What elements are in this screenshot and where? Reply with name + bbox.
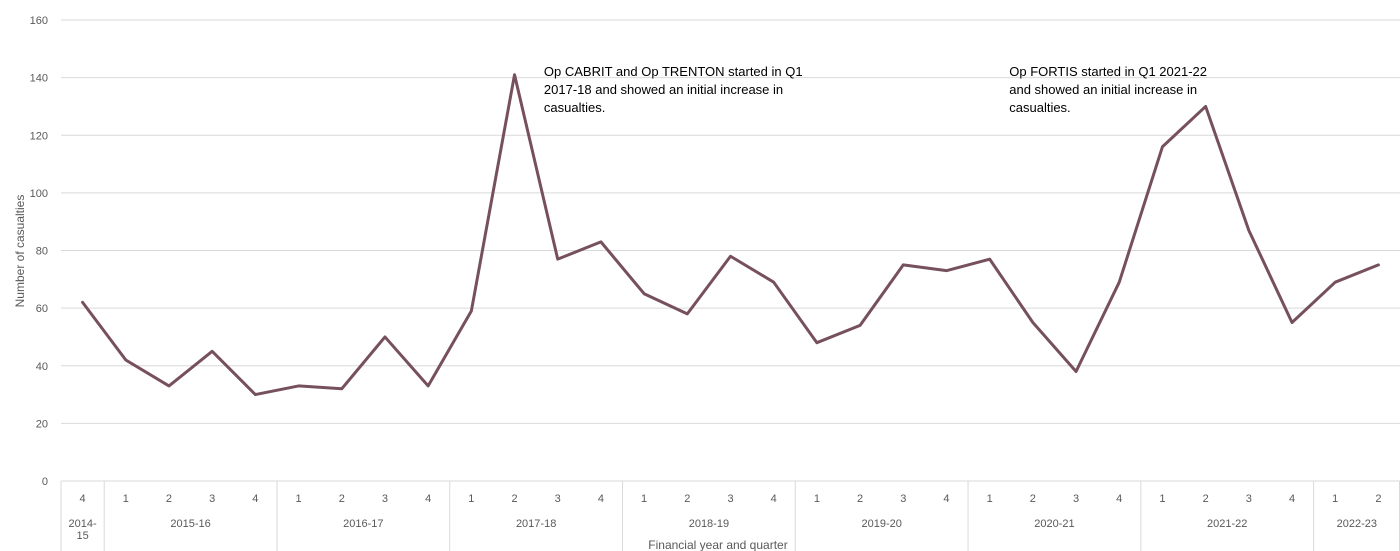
x-tick-label: 4 — [598, 493, 604, 505]
x-tick-label: 3 — [727, 493, 733, 505]
y-tick-label: 140 — [30, 73, 48, 85]
x-tick-label: 4 — [252, 493, 258, 505]
x-tick-label: 1 — [814, 493, 820, 505]
y-tick-label: 60 — [36, 303, 48, 315]
year-label: 2017-18 — [516, 518, 556, 530]
x-tick-label: 3 — [1246, 493, 1252, 505]
year-label: 2022-23 — [1337, 518, 1377, 530]
y-tick-label: 80 — [36, 246, 48, 258]
x-tick-label: 4 — [80, 493, 86, 505]
x-tick-label: 1 — [641, 493, 647, 505]
x-tick-label: 4 — [1116, 493, 1122, 505]
y-tick-label: 160 — [30, 15, 48, 27]
annotation: Op FORTIS started in Q1 2021-22 and showe… — [1009, 64, 1207, 115]
x-tick-label: 4 — [943, 493, 949, 505]
x-tick-label: 3 — [900, 493, 906, 505]
y-tick-label: 120 — [30, 130, 48, 142]
x-tick-label: 2 — [339, 493, 345, 505]
annotation-line: Op FORTIS started in Q1 2021-22 — [1009, 64, 1207, 79]
y-tick-label: 100 — [30, 188, 48, 200]
x-tick-label: 2 — [1375, 493, 1381, 505]
year-label: 2020-21 — [1034, 518, 1074, 530]
x-tick-label: 4 — [771, 493, 777, 505]
x-tick-label: 3 — [382, 493, 388, 505]
x-axis-title: Financial year and quarter — [648, 538, 787, 551]
x-tick-label: 4 — [1289, 493, 1295, 505]
x-tick-label: 1 — [123, 493, 129, 505]
x-tick-label: 2 — [1203, 493, 1209, 505]
y-axis-ticks: 0 20 40 60 80 100 120 140 160 — [30, 15, 48, 488]
x-tick-label: 1 — [1332, 493, 1338, 505]
x-tick-label: 1 — [468, 493, 474, 505]
annotation-line: Op CABRIT and Op TRENTON started in Q1 — [544, 64, 803, 79]
y-tick-label: 40 — [36, 361, 48, 373]
x-tick-label: 2 — [1030, 493, 1036, 505]
annotation-line: and showed an initial increase in — [1009, 82, 1197, 97]
annotation-line: casualties. — [1009, 100, 1070, 115]
x-tick-label: 1 — [296, 493, 302, 505]
x-tick-label: 1 — [987, 493, 993, 505]
x-axis: 4 1 2 3 4 1 2 3 4 1 2 3 4 1 2 3 4 1 2 3 4 1 2 3 4 1 2 3 4 1 2 2014-15 20… — [60, 480, 1400, 551]
x-tick-label: 1 — [1159, 493, 1165, 505]
year-label: 2016-17 — [343, 518, 383, 530]
year-label: 2018-19 — [689, 518, 729, 530]
gridlines — [61, 19, 1400, 424]
year-label: 2019-20 — [861, 518, 901, 530]
y-tick-label: 0 — [42, 476, 48, 488]
x-tick-label: 3 — [1073, 493, 1079, 505]
x-tick-label: 4 — [425, 493, 431, 505]
annotation-line: casualties. — [544, 100, 605, 115]
x-tick-label: 3 — [209, 493, 215, 505]
x-tick-label: 2 — [511, 493, 517, 505]
annotation: Op CABRIT and Op TRENTON started in Q1 20… — [544, 64, 803, 115]
year-label: 2014- — [69, 518, 97, 530]
y-tick-label: 20 — [36, 418, 48, 430]
x-tick-label: 3 — [555, 493, 561, 505]
series-line — [81, 73, 1380, 397]
annotation-line: 2017-18 and showed an initial increase i… — [544, 82, 783, 97]
year-label: 15 — [76, 530, 88, 542]
x-tick-label: 2 — [166, 493, 172, 505]
annotations: Op CABRIT and Op TRENTON started in Q1 20… — [544, 64, 1207, 115]
y-axis-title: Number of casualties — [13, 195, 27, 308]
x-tick-label: 2 — [857, 493, 863, 505]
year-label: 2021-22 — [1207, 518, 1247, 530]
x-tick-label: 2 — [684, 493, 690, 505]
year-label: 2015-16 — [170, 518, 210, 530]
